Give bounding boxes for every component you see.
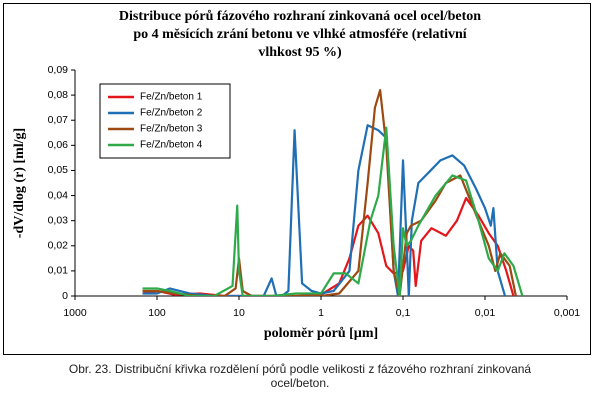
legend-label: Fe/Zn/beton 3 — [140, 124, 203, 135]
chart-title: po 4 měsících zrání betonu ve vlhké atmo… — [133, 27, 467, 42]
y-tick-label: 0,09 — [48, 64, 69, 76]
series-line — [142, 124, 507, 296]
x-tick-label: 100 — [148, 307, 166, 319]
series-line — [142, 196, 515, 296]
y-tick-label: 0,05 — [48, 164, 69, 176]
y-tick-label: 0,07 — [48, 114, 69, 126]
chart-title: vlhkost 95 %) — [258, 45, 342, 60]
x-tick-label: 0,01 — [475, 307, 496, 319]
series-line — [142, 126, 524, 296]
y-tick-label: 0,08 — [48, 89, 69, 101]
legend-label: Fe/Zn/beton 2 — [140, 108, 203, 119]
y-tick-label: 0,06 — [48, 139, 69, 151]
x-axis-label: poloměr pórů [µm] — [264, 326, 378, 341]
y-tick-label: 0 — [62, 290, 68, 302]
chart: Distribuce pórů fázového rozhraní zinkov… — [3, 3, 591, 355]
x-tick-label: 0,001 — [554, 307, 580, 319]
x-tick-label: 1000 — [63, 307, 87, 319]
chart-title: Distribuce pórů fázového rozhraní zinkov… — [119, 9, 481, 24]
y-axis-label: -dV/dlog (r) [ml/g] — [12, 128, 27, 238]
y-tick-label: 0,02 — [48, 240, 69, 252]
caption: Obr. 23. Distribuční křivka rozdělení pó… — [68, 362, 532, 390]
y-tick-label: 0,01 — [48, 265, 69, 277]
legend-label: Fe/Zn/beton 1 — [140, 92, 203, 103]
x-tick-label: 0,1 — [396, 307, 411, 319]
y-tick-label: 0,03 — [48, 214, 69, 226]
y-tick-label: 0,04 — [48, 189, 69, 201]
legend-label: Fe/Zn/beton 4 — [140, 140, 203, 151]
x-tick-label: 1 — [318, 307, 324, 319]
x-tick-label: 10 — [233, 307, 245, 319]
